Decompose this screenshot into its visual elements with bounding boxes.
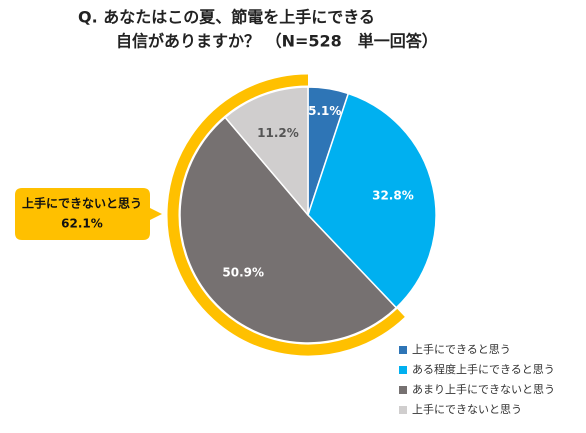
pie-slice bbox=[307, 92, 437, 309]
annotation-arc bbox=[167, 74, 405, 356]
data-label: 11.2% bbox=[257, 126, 299, 140]
pie-slice bbox=[224, 86, 309, 218]
data-label: 5.1% bbox=[308, 104, 341, 118]
data-label: 32.8% bbox=[372, 189, 414, 203]
legend-label: 上手にできないと思う bbox=[412, 402, 522, 416]
annotation-box bbox=[15, 188, 162, 240]
data-label: 50.9% bbox=[222, 266, 264, 280]
legend-swatch bbox=[399, 366, 407, 374]
legend-label: 上手にできると思う bbox=[412, 342, 511, 356]
annotation-label: 上手にできないと思う bbox=[22, 196, 142, 211]
legend-swatch bbox=[399, 386, 407, 394]
legend-label: あまり上手にできないと思う bbox=[412, 382, 555, 396]
annotation-value: 62.1% bbox=[61, 217, 103, 231]
chart-title: Q. あなたはこの夏、節電を上手にできる bbox=[78, 8, 375, 27]
legend-swatch bbox=[399, 346, 407, 354]
legend-label: ある程度上手にできると思う bbox=[412, 362, 555, 376]
chart-title: 自信がありますか？ （N=528 単一回答） bbox=[116, 32, 438, 51]
legend-swatch bbox=[399, 406, 407, 414]
pie-slice bbox=[179, 116, 398, 344]
